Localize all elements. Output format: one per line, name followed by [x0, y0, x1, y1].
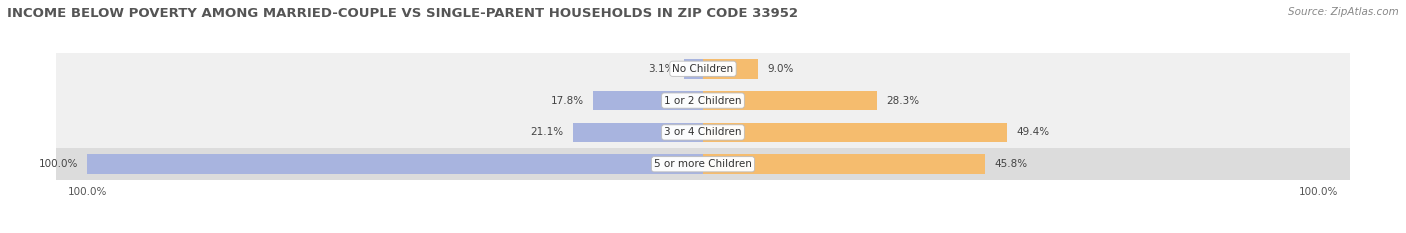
Text: 1 or 2 Children: 1 or 2 Children: [664, 96, 742, 106]
Bar: [703, 91, 877, 110]
Text: 5 or more Children: 5 or more Children: [654, 159, 752, 169]
Text: Source: ZipAtlas.com: Source: ZipAtlas.com: [1288, 7, 1399, 17]
Text: 100.0%: 100.0%: [38, 159, 77, 169]
Text: 17.8%: 17.8%: [551, 96, 583, 106]
Bar: [703, 123, 1007, 142]
Text: INCOME BELOW POVERTY AMONG MARRIED-COUPLE VS SINGLE-PARENT HOUSEHOLDS IN ZIP COD: INCOME BELOW POVERTY AMONG MARRIED-COUPL…: [7, 7, 799, 20]
Text: 3 or 4 Children: 3 or 4 Children: [664, 127, 742, 137]
Bar: [0, 148, 1406, 180]
Bar: [683, 59, 703, 79]
Text: No Children: No Children: [672, 64, 734, 74]
Bar: [593, 91, 703, 110]
Text: 9.0%: 9.0%: [768, 64, 794, 74]
Text: 45.8%: 45.8%: [994, 159, 1028, 169]
Bar: [703, 154, 986, 174]
Text: 28.3%: 28.3%: [887, 96, 920, 106]
Bar: [703, 59, 758, 79]
Text: 49.4%: 49.4%: [1017, 127, 1050, 137]
Bar: [87, 154, 703, 174]
Bar: [0, 85, 1406, 116]
Bar: [574, 123, 703, 142]
Text: 3.1%: 3.1%: [648, 64, 675, 74]
Text: 21.1%: 21.1%: [530, 127, 564, 137]
Bar: [0, 53, 1406, 85]
Bar: [0, 116, 1406, 148]
